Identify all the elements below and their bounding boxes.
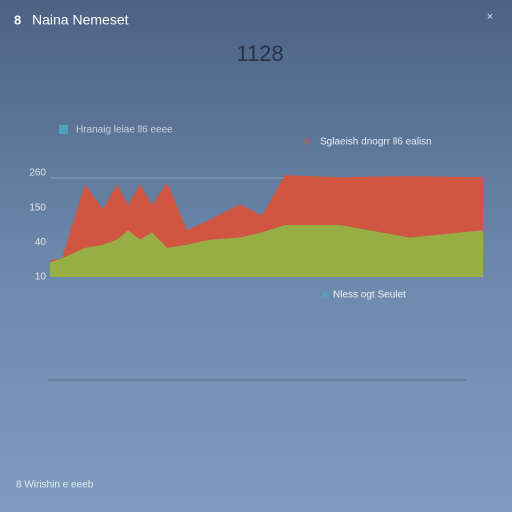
y-axis-label: 260 bbox=[29, 168, 46, 179]
close-button[interactable]: × bbox=[487, 11, 493, 23]
y-axis-label: 40 bbox=[35, 237, 47, 248]
annotation-dot bbox=[322, 292, 328, 298]
y-axis-label: 10 bbox=[35, 272, 47, 283]
app-title: Naina Nemeset bbox=[32, 12, 129, 28]
app-icon: 8 bbox=[14, 12, 21, 27]
y-axis-label: 150 bbox=[29, 202, 46, 213]
legend-swatch bbox=[59, 125, 68, 134]
legend-label: Sglaeish dnogrr ll6 ealisn bbox=[320, 137, 432, 148]
area bbox=[50, 225, 483, 277]
footer-text: 8 Wirishin e eeeb bbox=[16, 480, 94, 491]
legend-label: Hranaig leiae ll6 eeee bbox=[76, 125, 173, 136]
legend-marker: 8 bbox=[304, 137, 310, 148]
chart: 260 150 40 10 Hranaig leiae ll6 eeee 8 Sglaeis… bbox=[29, 125, 483, 301]
annotation: Nless ogt Seulet bbox=[333, 290, 406, 301]
headline-value: 1128 bbox=[236, 41, 283, 66]
area bbox=[50, 175, 483, 263]
